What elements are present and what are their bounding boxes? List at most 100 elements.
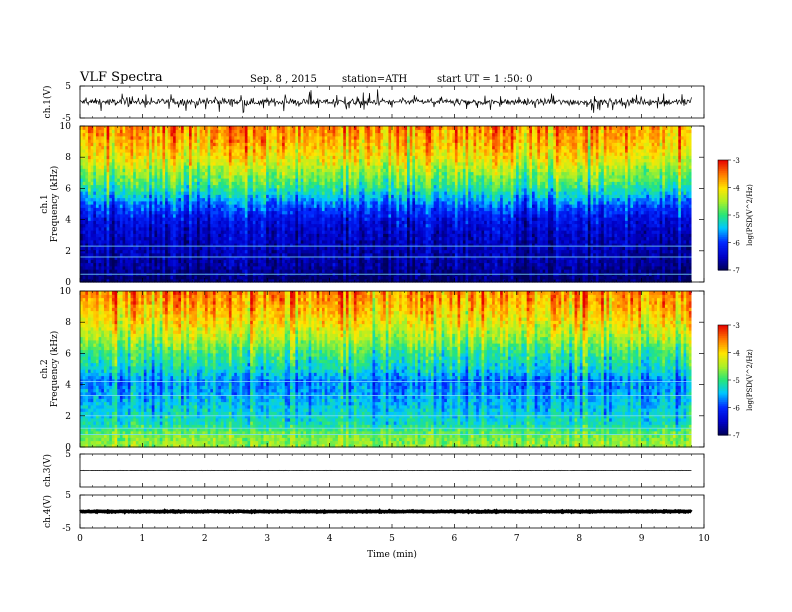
spectrogram-cell [122, 220, 126, 225]
spectrogram-cell [656, 262, 661, 267]
spectrogram-cell [529, 256, 533, 260]
spectrogram-cell [484, 223, 488, 228]
spectrogram-cell [202, 243, 206, 247]
spectrogram-cell [93, 256, 97, 260]
spectrogram-cell [622, 239, 626, 244]
spectrogram-cell [500, 246, 504, 251]
spectrogram-cell [521, 249, 525, 254]
spectrogram-cell [619, 230, 623, 234]
spectrogram-cell [664, 246, 669, 251]
spectrogram-cell [555, 246, 560, 251]
spectrogram-cell [391, 220, 395, 225]
spectrogram-cell [542, 256, 546, 260]
spectrogram-cell [662, 269, 666, 273]
spectrogram-cell [683, 249, 687, 254]
spectrogram-cell [497, 265, 501, 270]
spectrogram-cell [489, 265, 493, 270]
spectrogram-cell [678, 230, 682, 234]
spectrogram-cell [356, 278, 360, 283]
spectrogram-cell [388, 249, 392, 254]
spectrogram-cell [486, 243, 491, 247]
spectrogram-cell [226, 256, 230, 260]
spectrogram-cell [316, 233, 320, 238]
spectrogram-cell [231, 275, 235, 280]
spectrogram-cell [505, 230, 509, 234]
spectrogram-cell [284, 262, 288, 267]
spectrogram-cell [247, 269, 251, 273]
spectrogram-cell [149, 233, 153, 238]
spectrogram-cell [167, 233, 171, 238]
spectrogram-cell [372, 223, 376, 228]
spectrogram-cell [585, 239, 589, 244]
spectrogram-cell [82, 243, 86, 247]
spectrogram-cell [106, 220, 110, 225]
spectrogram-cell [577, 249, 581, 254]
spectrogram-cell [529, 246, 533, 251]
spectrogram-cell [239, 252, 243, 257]
spectrogram-cell [542, 243, 546, 247]
spectrogram-cell [672, 269, 677, 273]
spectrogram-cell [531, 259, 536, 264]
spectrogram-cell [454, 259, 459, 264]
spectrogram-cell [231, 246, 235, 251]
spectrogram-cell [343, 278, 347, 283]
spectrogram-cell [98, 275, 102, 280]
spectrogram-cell [218, 265, 222, 270]
spectrogram-cell [191, 239, 195, 244]
spectrogram-cell [484, 275, 488, 280]
spectrogram-cell [433, 278, 437, 283]
spectrogram-cell [337, 226, 342, 231]
spectrogram-cell [393, 230, 397, 234]
spectrogram-cell [462, 269, 467, 273]
spectrogram-cell [524, 275, 528, 280]
spectrogram-cell [154, 223, 158, 228]
spectrogram-cell [343, 246, 347, 251]
spectrogram-cell [361, 226, 366, 231]
spectrogram-cell [529, 243, 533, 247]
spectrogram-cell [563, 233, 568, 238]
spectrogram-cell [619, 275, 623, 280]
spectrogram-cell [340, 265, 344, 270]
spectrogram-cell [276, 246, 281, 251]
spectrogram-cell [359, 262, 363, 267]
spectrogram-cell [465, 243, 469, 247]
spectrogram-cell [590, 239, 594, 244]
spectrogram-cell [204, 252, 209, 257]
spectrogram-cell [595, 269, 600, 273]
spectrogram-cell [516, 226, 520, 231]
spectrogram-cell [244, 269, 249, 273]
spectrogram-cell [460, 278, 464, 283]
spectrogram-cell [228, 230, 233, 234]
spectrogram-cell [550, 249, 554, 254]
spectrogram-cell [678, 256, 682, 260]
spectrogram-cell [109, 269, 113, 273]
spectrogram-cell [670, 262, 674, 267]
spectrogram-cell [577, 259, 581, 264]
spectrogram-cell [407, 278, 411, 283]
spectrogram-cell [274, 230, 278, 234]
spectrogram-cell [311, 230, 315, 234]
spectrogram-cell [284, 265, 288, 270]
spectrogram-cell [529, 239, 533, 244]
spectrogram-cell [335, 278, 339, 283]
spectrogram-cell [524, 252, 528, 257]
spectrogram-cell [199, 226, 203, 231]
spectrogram-cell [173, 246, 177, 251]
spectrogram-cell [566, 249, 570, 254]
spectrogram-cell [154, 246, 158, 251]
spectrogram-cell [266, 275, 270, 280]
spectrogram-cell [417, 278, 421, 283]
spectrogram-cell [492, 275, 496, 280]
spectrogram-cell [508, 265, 512, 270]
spectrogram-cell [481, 275, 485, 280]
spectrogram-cell [603, 239, 608, 244]
spectrogram-cell [303, 220, 307, 225]
spectrogram-cell [393, 226, 397, 231]
spectrogram-cell [191, 262, 195, 267]
spectrogram-cell [407, 269, 411, 273]
spectrogram-cell [672, 233, 677, 238]
spectrogram-cell [351, 269, 355, 273]
spectrogram-cell [617, 230, 621, 234]
spectrogram-cell [638, 226, 642, 231]
spectrogram-cell [643, 236, 647, 241]
